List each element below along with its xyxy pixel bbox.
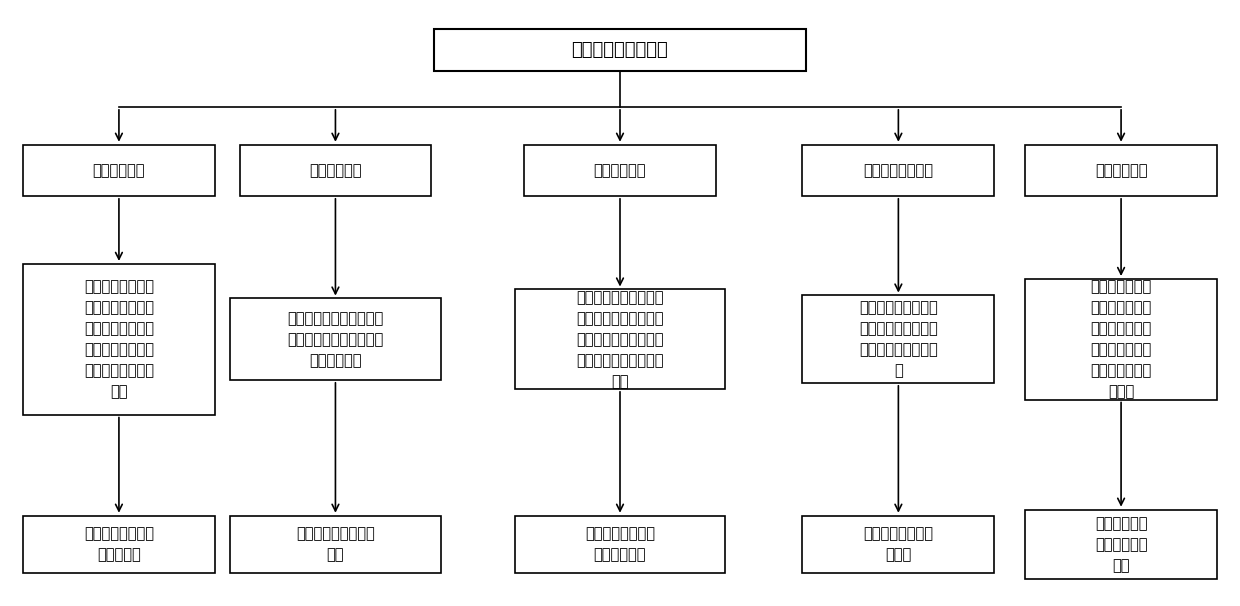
Bar [1025, 145, 1216, 196]
Text: 挡位手柄，动力脱挡开
关，变速箱挡位电磁阀
，变速箱温度、压力、
速度传感器和驻车系统
组成: 挡位手柄，动力脱挡开 关，变速箱挡位电磁阀 ，变速箱温度、压力、 速度传感器和驻… [577, 290, 663, 388]
Bar [24, 264, 215, 415]
Bar [515, 516, 725, 573]
Text: 电控系统拥有全
面快速灵敏的安
全检测、稳定可
靠的安全保护和
周全的异常处理
等特征: 电控系统拥有全 面快速灵敏的安 全检测、稳定可 靠的安全保护和 周全的异常处理 … [1090, 279, 1152, 399]
Bar [24, 516, 215, 573]
Bar [802, 145, 994, 196]
Bar [231, 516, 440, 573]
Bar [239, 145, 432, 196]
Text: 汽车吊安全控制系统: 汽车吊安全控制系统 [572, 41, 668, 59]
Bar [525, 145, 715, 196]
Bar [515, 290, 725, 389]
Bar [802, 296, 994, 383]
Text: 行走控制系统: 行走控制系统 [594, 163, 646, 178]
Bar [1025, 279, 1216, 399]
Text: 主要起着吊运物品的
作用: 主要起着吊运物品的 作用 [296, 526, 374, 562]
Text: 通过俯仰液压缸的
伸缩来调整臂架的
俯仰角度，通过伸
缩液压缸的伸缩来
调节伸缩臂的伸出
长度: 通过俯仰液压缸的 伸缩来调整臂架的 俯仰角度，通过伸 缩液压缸的伸缩来 调节伸缩… [84, 279, 154, 399]
Text: 液压马达驱动回转支承、
伸缩液压缸、侧移液压缸
及阻尼液压缸: 液压马达驱动回转支承、 伸缩液压缸、侧移液压缸 及阻尼液压缸 [288, 311, 383, 368]
Text: 空调电路、刮水洗涤
电路、信号系统、工
作照明系统和辅助元
件: 空调电路、刮水洗涤 电路、信号系统、工 作照明系统和辅助元 件 [859, 300, 937, 378]
Bar [24, 145, 215, 196]
Text: 实现不同位置的物
品吊运作业: 实现不同位置的物 品吊运作业 [84, 526, 154, 562]
Text: 车辆常规控制系统: 车辆常规控制系统 [863, 163, 934, 178]
Text: 各类辅助元件的常
规控制: 各类辅助元件的常 规控制 [863, 526, 934, 562]
Text: 臂架控制系统: 臂架控制系统 [93, 163, 145, 178]
Text: 快速灵敏的安
全检测、异常
处理: 快速灵敏的安 全检测、异常 处理 [1095, 516, 1147, 573]
Text: 安全保护系统: 安全保护系统 [1095, 163, 1147, 178]
Bar [231, 299, 440, 380]
Text: 传递力矩，控制行
驶速度和方向: 传递力矩，控制行 驶速度和方向 [585, 526, 655, 562]
Text: 吊具控制系统: 吊具控制系统 [309, 163, 362, 178]
Bar [802, 516, 994, 573]
Bar [1025, 510, 1216, 579]
Bar [434, 28, 806, 71]
